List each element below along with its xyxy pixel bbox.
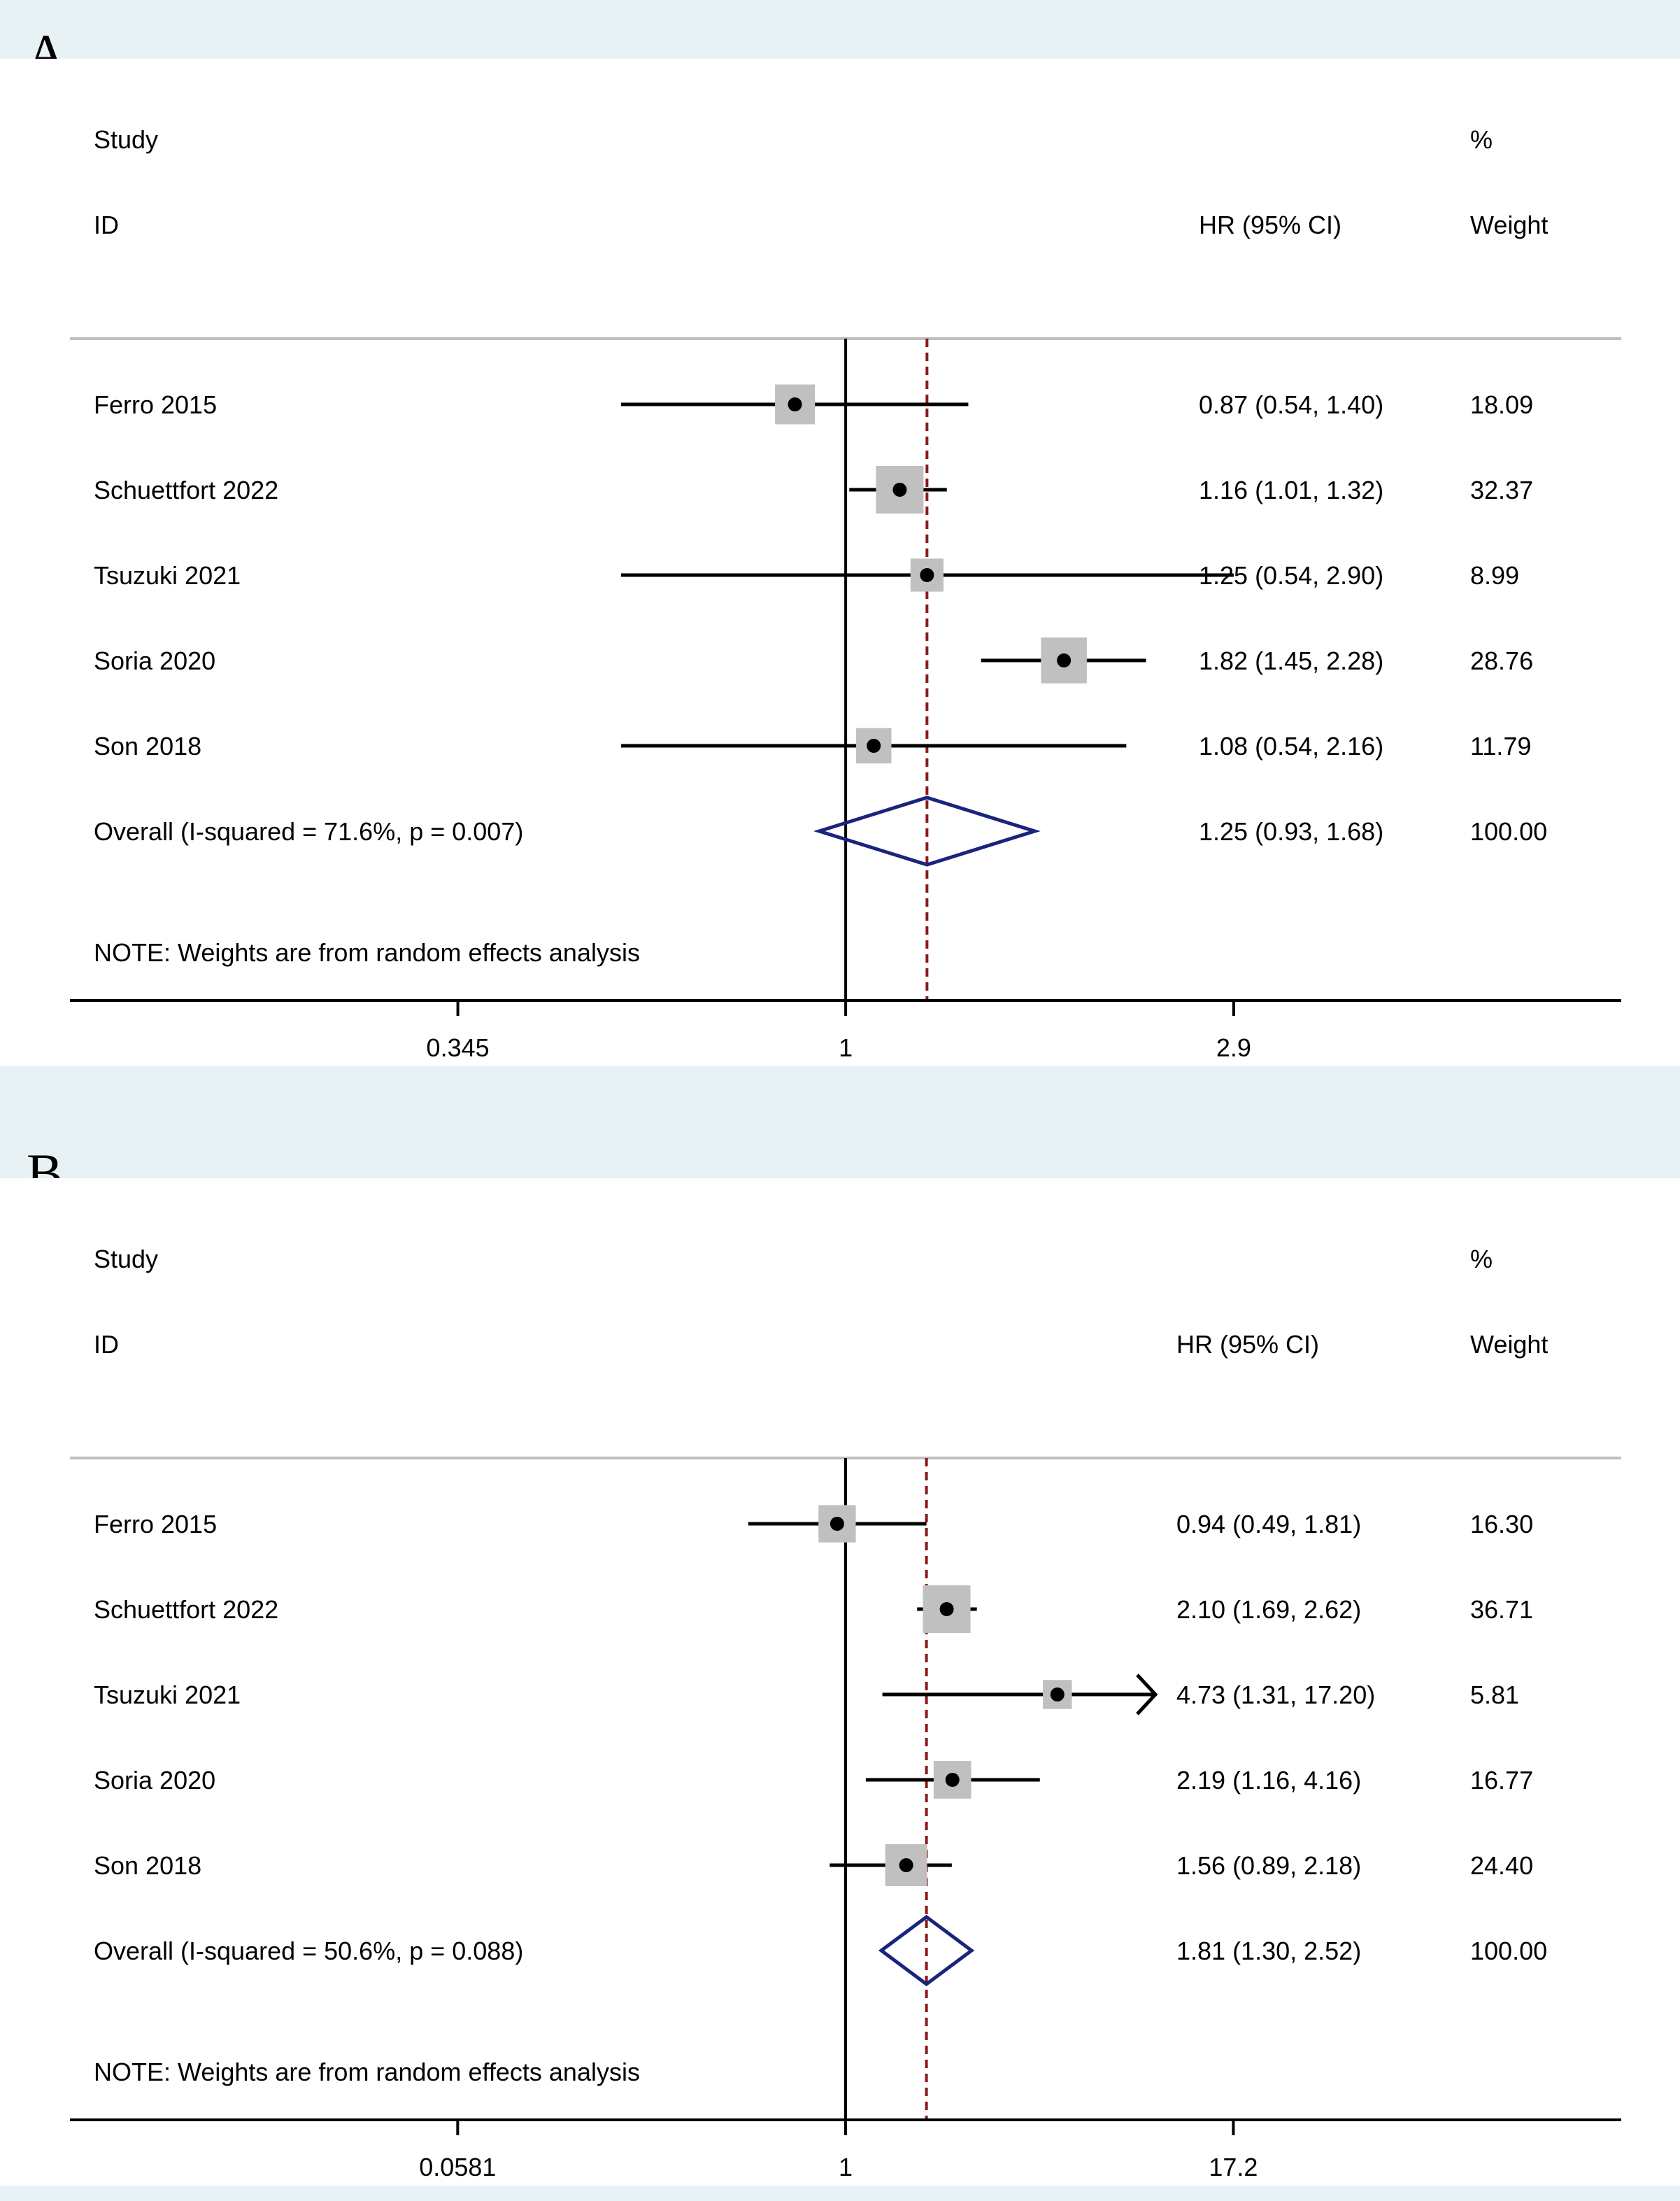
weight-value: 32.37 bbox=[1470, 476, 1533, 504]
note-text: NOTE: Weights are from random effects an… bbox=[94, 2058, 640, 2086]
hr-ci-value: 4.73 (1.31, 17.20) bbox=[1176, 1680, 1375, 1709]
point-estimate bbox=[939, 1602, 954, 1616]
study-label: Soria 2020 bbox=[94, 1766, 215, 1795]
x-tick-label: 2.9 bbox=[1216, 1033, 1251, 1062]
overall-label: Overall (I-squared = 50.6%, p = 0.088) bbox=[94, 1937, 523, 1965]
header-study: Study bbox=[94, 1245, 158, 1273]
weight-value: 16.30 bbox=[1470, 1510, 1533, 1538]
point-estimate bbox=[892, 483, 907, 497]
x-tick-label: 17.2 bbox=[1209, 2153, 1258, 2181]
point-estimate bbox=[1050, 1687, 1065, 1701]
header-weight-percent: % bbox=[1470, 1245, 1493, 1273]
study-label: Son 2018 bbox=[94, 732, 201, 760]
x-tick-label: 1 bbox=[839, 1033, 853, 1062]
hr-ci-value: 2.10 (1.69, 2.62) bbox=[1176, 1595, 1361, 1624]
weight-value: 18.09 bbox=[1470, 390, 1533, 419]
hr-ci-value: 0.94 (0.49, 1.81) bbox=[1176, 1510, 1361, 1538]
study-label: Tsuzuki 2021 bbox=[94, 1680, 241, 1709]
overall-diamond bbox=[878, 1914, 975, 1987]
header-hr-ci: HR (95% CI) bbox=[1176, 1330, 1319, 1359]
study-label: Schuettfort 2022 bbox=[94, 476, 278, 504]
study-label: Schuettfort 2022 bbox=[94, 1595, 278, 1624]
overall-weight-value: 100.00 bbox=[1470, 817, 1547, 846]
header-weight-percent: % bbox=[1470, 125, 1493, 154]
weight-value: 36.71 bbox=[1470, 1595, 1533, 1624]
point-estimate bbox=[899, 1858, 913, 1872]
header-weight: Weight bbox=[1470, 211, 1548, 239]
ci-arrow bbox=[1136, 1673, 1158, 1715]
header-id: ID bbox=[94, 211, 119, 239]
x-tick-label: 1 bbox=[839, 2153, 853, 2181]
overall-diamond bbox=[813, 795, 1041, 867]
study-label: Ferro 2015 bbox=[94, 390, 217, 419]
note-text: NOTE: Weights are from random effects an… bbox=[94, 938, 640, 967]
x-tick-label: 0.345 bbox=[427, 1033, 490, 1062]
overall-hr-ci-value: 1.81 (1.30, 2.52) bbox=[1176, 1937, 1361, 1965]
weight-value: 16.77 bbox=[1470, 1766, 1533, 1795]
point-estimate bbox=[830, 1517, 844, 1531]
x-tick-label: 0.0581 bbox=[419, 2153, 496, 2181]
hr-ci-value: 1.16 (1.01, 1.32) bbox=[1199, 476, 1383, 504]
hr-ci-value: 0.87 (0.54, 1.40) bbox=[1199, 390, 1383, 419]
point-estimate bbox=[1057, 653, 1072, 667]
hr-ci-value: 1.82 (1.45, 2.28) bbox=[1199, 646, 1383, 675]
header-weight: Weight bbox=[1470, 1330, 1548, 1359]
weight-value: 8.99 bbox=[1470, 561, 1519, 590]
header-hr-ci: HR (95% CI) bbox=[1199, 211, 1341, 239]
weight-value: 11.79 bbox=[1470, 732, 1531, 760]
study-label: Tsuzuki 2021 bbox=[94, 561, 241, 590]
weight-value: 28.76 bbox=[1470, 646, 1533, 675]
point-estimate bbox=[920, 568, 934, 582]
study-label: Soria 2020 bbox=[94, 646, 215, 675]
forest-plot-b: Study % ID HR (95% CI) Weight Ferro 2015 0.94 … bbox=[0, 1178, 1680, 2186]
header-study: Study bbox=[94, 125, 158, 154]
point-estimate bbox=[867, 739, 881, 753]
overall-hr-ci-value: 1.25 (0.93, 1.68) bbox=[1199, 817, 1383, 846]
hr-ci-value: 1.08 (0.54, 2.16) bbox=[1199, 732, 1383, 760]
study-label: Son 2018 bbox=[94, 1851, 201, 1880]
overall-label: Overall (I-squared = 71.6%, p = 0.007) bbox=[94, 817, 523, 846]
overall-weight-value: 100.00 bbox=[1470, 1937, 1547, 1965]
point-estimate bbox=[945, 1773, 960, 1787]
point-estimate bbox=[788, 397, 802, 411]
study-label: Ferro 2015 bbox=[94, 1510, 217, 1538]
forest-plot-a: Study % ID HR (95% CI) Weight Ferro 2015 0.87 … bbox=[0, 59, 1680, 1066]
hr-ci-value: 2.19 (1.16, 4.16) bbox=[1176, 1766, 1361, 1795]
hr-ci-value: 1.25 (0.54, 2.90) bbox=[1199, 561, 1383, 590]
weight-value: 5.81 bbox=[1470, 1680, 1519, 1709]
header-id: ID bbox=[94, 1330, 119, 1359]
weight-value: 24.40 bbox=[1470, 1851, 1533, 1880]
hr-ci-value: 1.56 (0.89, 2.18) bbox=[1176, 1851, 1361, 1880]
